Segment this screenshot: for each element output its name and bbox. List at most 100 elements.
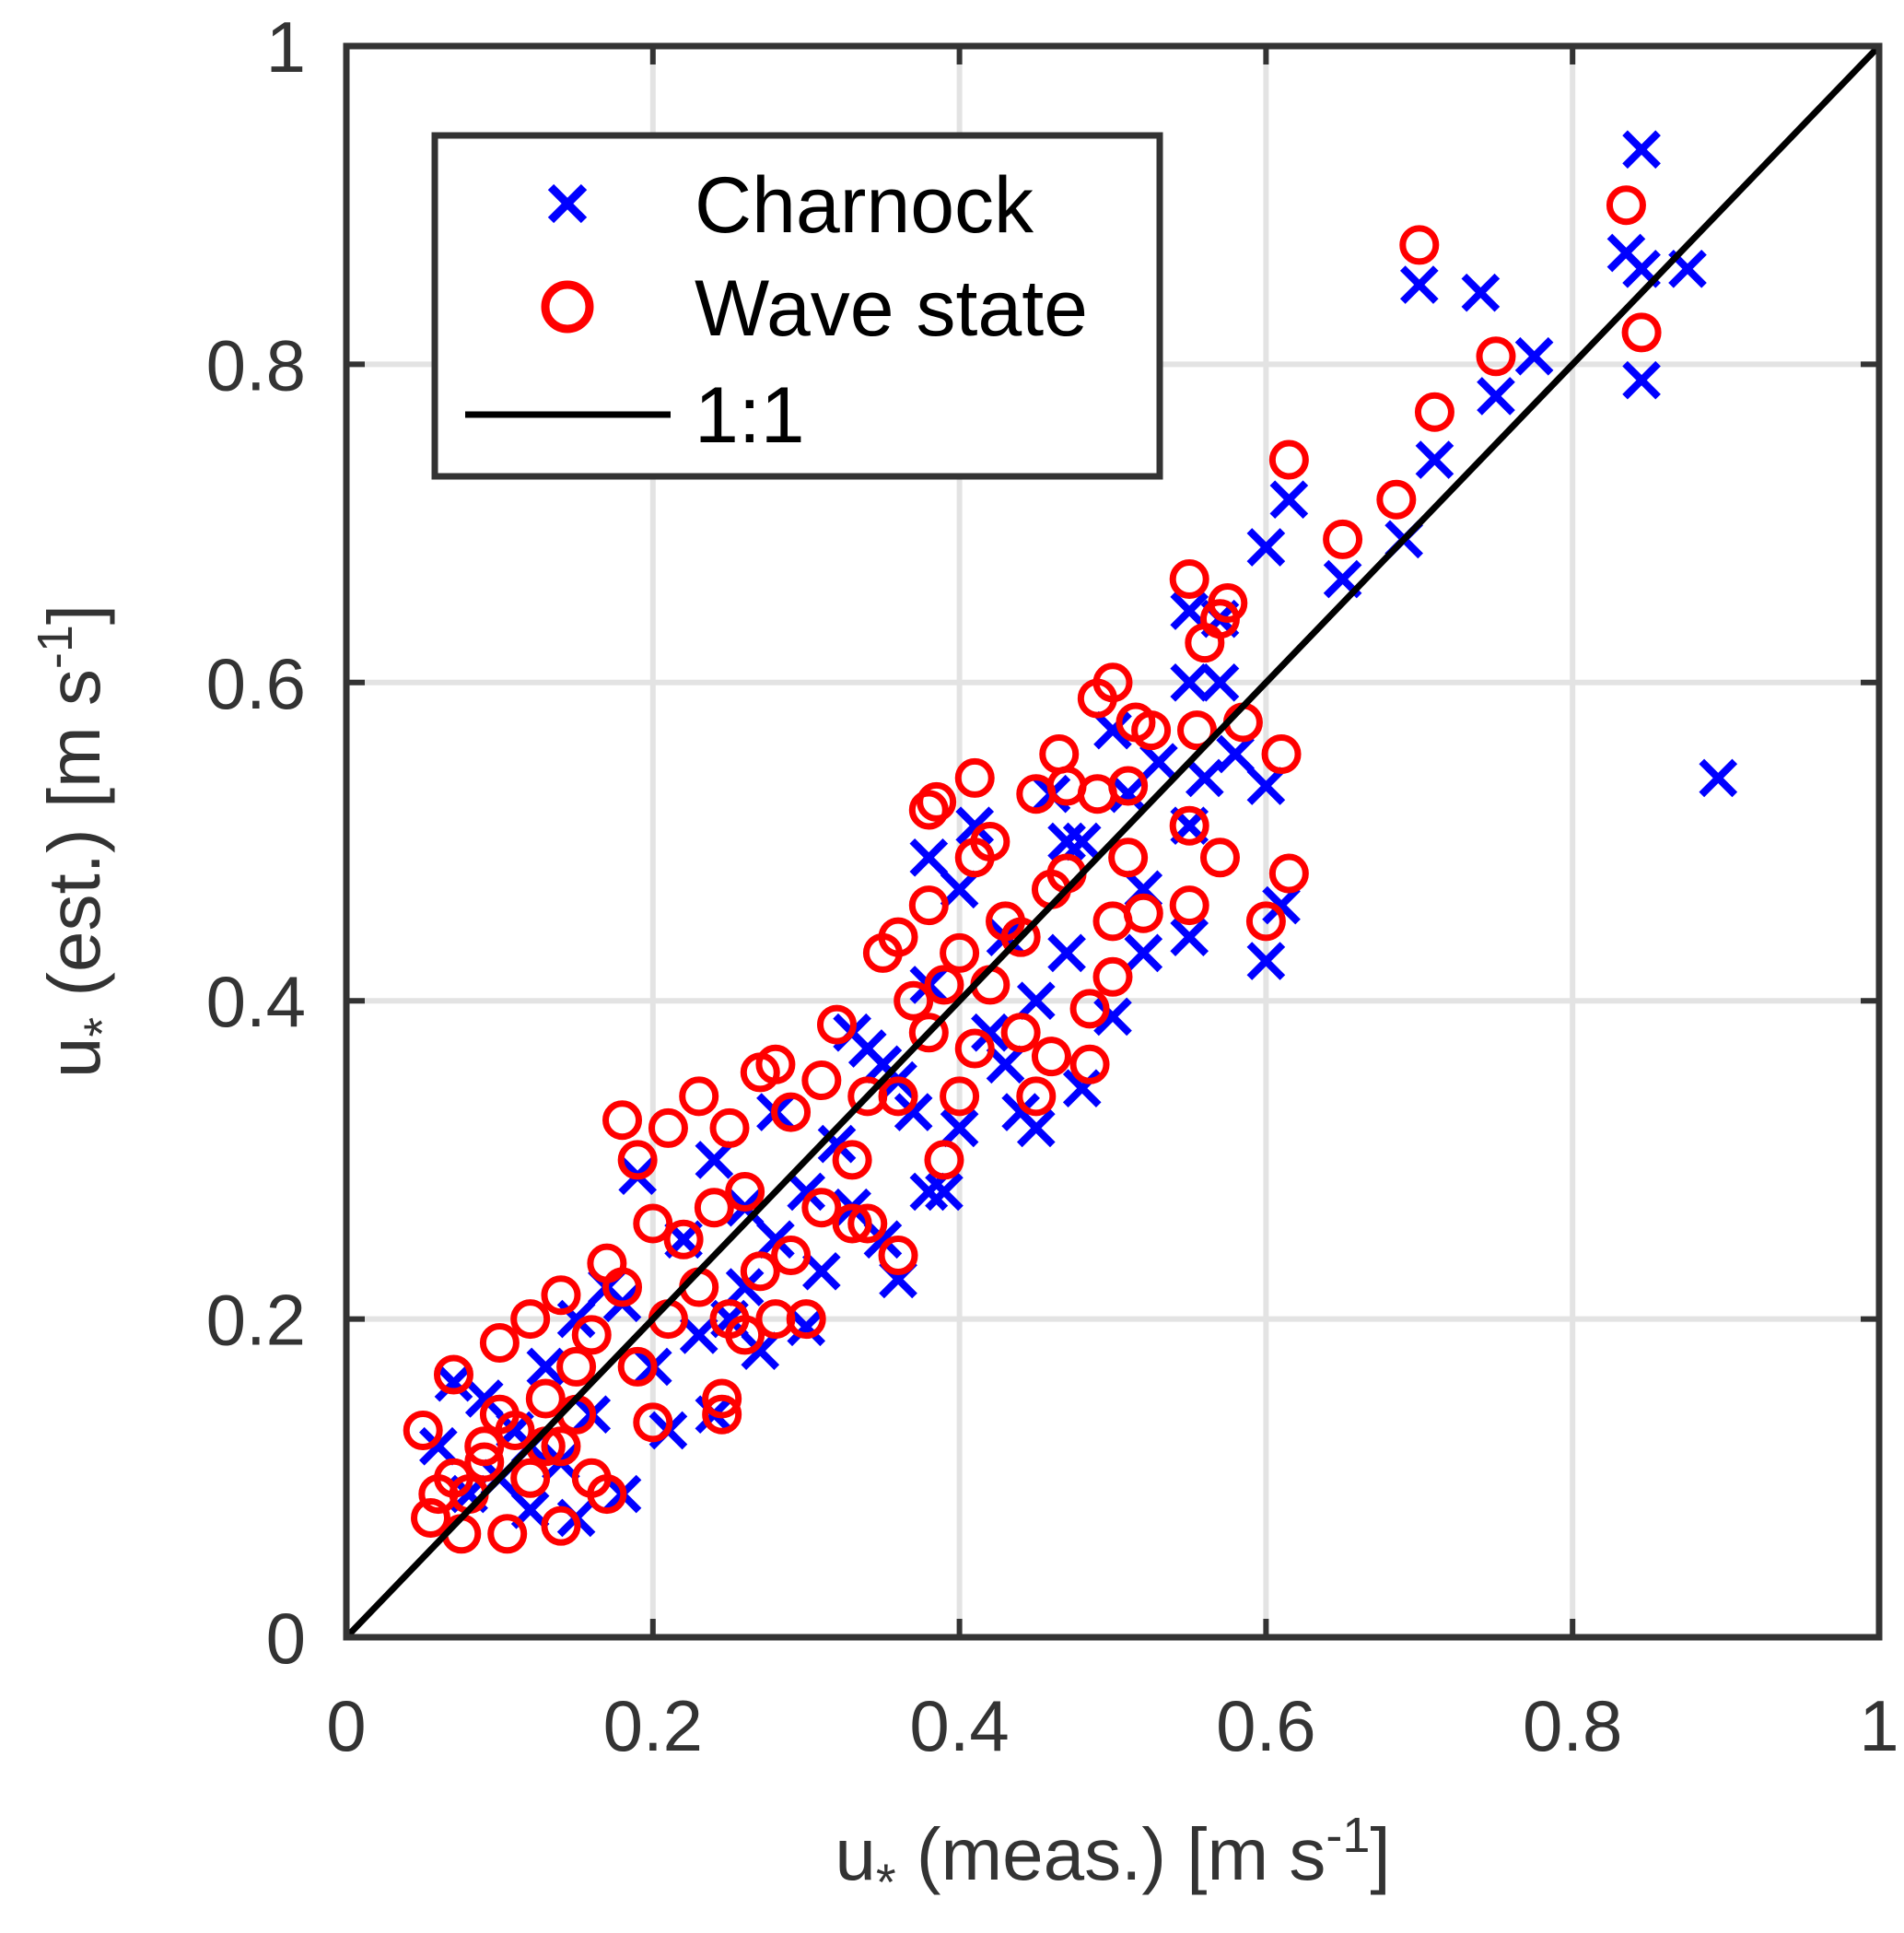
wave-state-point [940,932,980,973]
wave-state-point [556,1346,597,1387]
charnock-point [1262,885,1301,925]
wave-state-point [1069,989,1110,1029]
wave-state-point [908,1013,949,1053]
charnock-point [1016,981,1056,1021]
wave-state-point [1268,853,1309,894]
charnock-point [679,1316,718,1354]
x-marker [802,1251,841,1291]
wave-state-point [411,1497,451,1538]
charnock-point [787,1307,826,1347]
wave-state-point [917,781,957,822]
wave-state-point [954,1028,995,1069]
x-tick-label: 0.8 [1523,1685,1622,1766]
x-marker [817,1124,857,1164]
x-marker [1699,758,1738,798]
charnock-point [909,838,949,877]
wave-state-point [878,1076,918,1117]
wave-state-point [1016,1076,1057,1117]
wave-state-point [679,1076,719,1117]
wave-state-point [832,1203,872,1244]
wave-state-point [541,1275,581,1316]
x-marker [971,1013,1010,1052]
legend: Charnock Wave state 1:1 [431,132,1163,480]
x-marker [419,1426,458,1466]
x-marker [1514,336,1554,376]
wave-state-point [464,1426,505,1467]
charnock-point [1461,273,1501,312]
wave-state-point [1069,1044,1110,1084]
wave-state-point [1000,917,1041,957]
x-marker [1477,377,1515,416]
wave-state-point [924,1140,964,1180]
wave-state-point [908,885,949,926]
charnock-point [1200,662,1240,702]
wave-state-point [1376,479,1417,520]
wave-state-point [1414,392,1454,432]
wave-state-point [648,1107,688,1148]
wave-state-point [1108,766,1149,806]
charnock-point [1124,933,1163,973]
wave-state-point [847,1203,888,1244]
wave-state-point [702,1378,742,1419]
wave-state-point [940,1076,980,1117]
wave-state-point [1092,956,1133,997]
ticks: 0 0.2 0.4 0.6 0.8 1 0 0.2 0.4 0.6 0.8 1 [206,6,1899,1766]
charnock-point [1514,336,1554,376]
y-tick-label: 0.4 [206,961,306,1042]
charnock-point [1699,758,1738,798]
wave-state-point [725,1171,765,1212]
wave-state-point [541,1426,581,1467]
wave-state-point [464,1442,505,1482]
x-marker [1216,734,1255,774]
wave-state-point [755,1044,796,1084]
wave-state-point [832,1140,872,1180]
wave-state-point [633,1203,673,1244]
x-tick-label: 1 [1859,1685,1898,1766]
x-tick-label: 0 [326,1685,366,1766]
wave-state-point [1606,185,1646,226]
charnock-point [725,1268,765,1306]
wave-state-point [1199,599,1240,639]
x-marker [1399,265,1439,304]
x-marker [1016,981,1056,1021]
x-marker [1461,273,1501,312]
wave-state-point [702,1394,742,1435]
x-marker [787,1307,826,1347]
charnock-point [909,1172,949,1212]
charnock-point [863,1045,903,1084]
x-marker [909,1172,949,1212]
charnock-point [464,1379,504,1418]
x-marker [940,870,979,909]
legend-label-charnock: Charnock [695,161,1034,250]
axes-box [343,42,1883,1641]
x-tick-label: 0.6 [1216,1685,1315,1766]
y-tick-label: 0.6 [206,643,306,724]
x-marker [725,1268,765,1306]
wave-state-point [801,1060,842,1101]
wave-state-point [633,1402,673,1443]
x-marker [1093,710,1132,750]
x-marker [1062,822,1102,861]
charnock-point [1186,758,1224,798]
wave-state-point [418,1474,459,1515]
y-tick-label: 0.2 [206,1280,306,1361]
one-to-one-line [344,43,1882,1640]
x-marker [695,1141,734,1179]
charnock-point [1415,440,1454,479]
wave-state-point [1031,1037,1071,1077]
x-marker [1668,249,1707,288]
wave-state-point [617,1346,658,1387]
charnock-point [1246,942,1286,980]
charnock-point [419,1426,458,1466]
x-marker [1124,933,1163,973]
charnock-point [1062,822,1102,861]
wave-state-point [878,1236,918,1276]
wave-state-point [587,1474,627,1515]
charnock-point [1093,710,1132,750]
charnock-point [787,1172,826,1212]
wave-state-point [725,1315,765,1355]
wave-state-point [1261,734,1302,775]
wave-state-point [602,1267,643,1307]
wave-state-point [1169,559,1209,600]
wave-state-point [1131,710,1172,751]
